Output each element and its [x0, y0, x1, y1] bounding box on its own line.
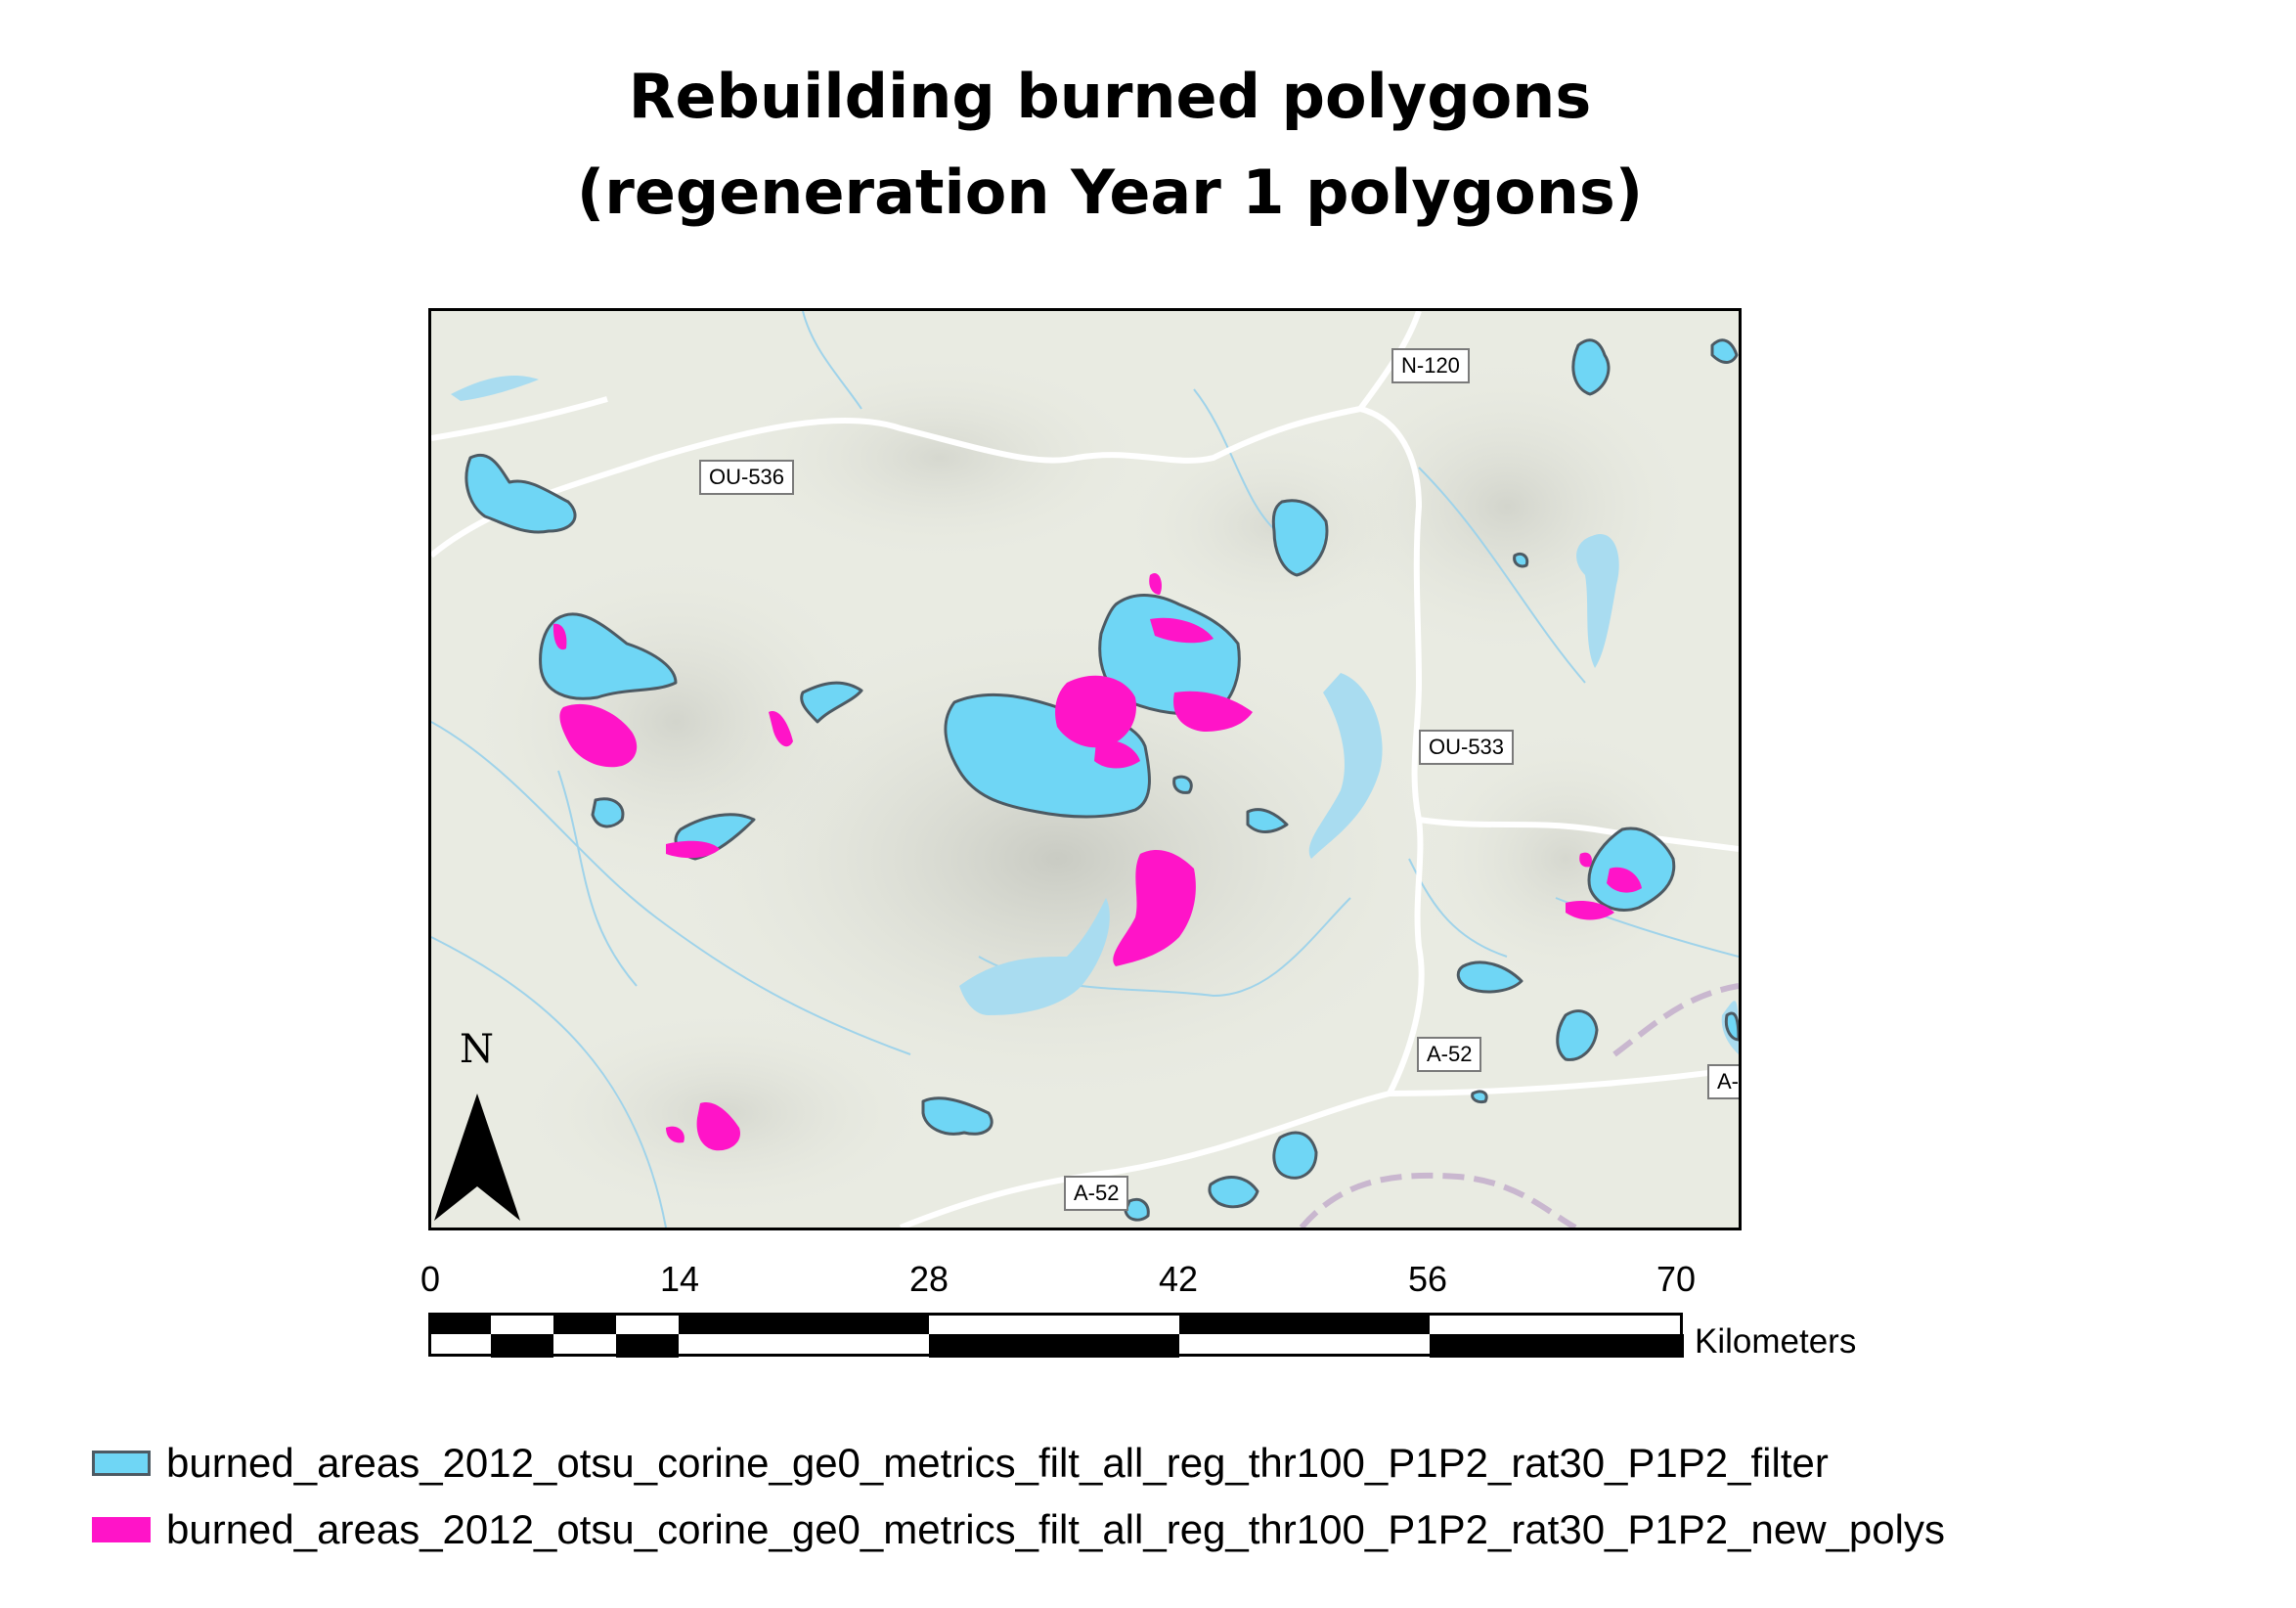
road-label-a52-south: A-52: [1064, 1176, 1129, 1211]
scale-tick-28: 28: [908, 1259, 949, 1299]
scale-tick-70: 70: [1656, 1259, 1697, 1299]
scale-unit-label: Kilometers: [1695, 1322, 1857, 1361]
north-arrow-label: N: [460, 1027, 494, 1072]
legend-swatch-new-polys: [92, 1517, 151, 1542]
scale-tick-14: 14: [659, 1259, 700, 1299]
basemap: [431, 311, 1739, 1228]
road-label-ou536: OU-536: [699, 460, 795, 495]
legend-item-new-polys: burned_areas_2012_otsu_corine_ge0_metric…: [92, 1506, 1945, 1553]
north-arrow-icon: [434, 1094, 520, 1221]
legend-label-new-polys: burned_areas_2012_otsu_corine_ge0_metric…: [166, 1506, 1945, 1552]
scale-tick-56: 56: [1407, 1259, 1448, 1299]
roads: [431, 311, 1739, 1228]
burned-areas-new-polys: [552, 573, 1642, 1151]
scale-tick-42: 42: [1158, 1259, 1199, 1299]
legend-item-filter: burned_areas_2012_otsu_corine_ge0_metric…: [92, 1440, 1829, 1487]
border-line: [1299, 983, 1739, 1228]
scale-bar: [428, 1313, 1684, 1358]
road-label-a52-east: A-52: [1417, 1037, 1482, 1072]
scale-tick-0: 0: [419, 1259, 441, 1299]
legend-swatch-filter: [92, 1451, 151, 1476]
map-title-line2: (regeneration Year 1 polygons): [576, 156, 1644, 228]
road-label-ou533: OU-533: [1419, 730, 1515, 765]
road-label-a-partial: A-: [1707, 1064, 1739, 1099]
map-title-line1: Rebuilding burned polygons: [628, 61, 1592, 132]
legend-label-filter: burned_areas_2012_otsu_corine_ge0_metric…: [166, 1440, 1829, 1486]
map-frame[interactable]: N-120 OU-536 OU-533 A-52 A-52 A-: [428, 308, 1742, 1230]
road-label-n120: N-120: [1391, 348, 1470, 383]
